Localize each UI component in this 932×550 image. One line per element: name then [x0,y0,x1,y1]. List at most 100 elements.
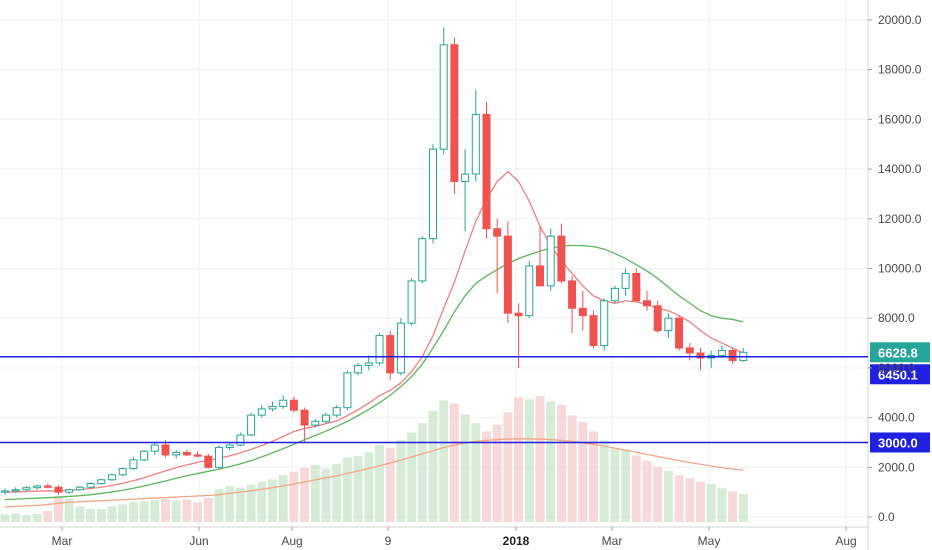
candle[interactable] [204,453,213,469]
candle[interactable] [643,290,651,311]
candle[interactable] [536,226,544,287]
candle[interactable] [525,261,534,319]
candle[interactable] [150,442,159,455]
volume-bar [171,500,181,522]
candle[interactable] [471,89,480,182]
candle[interactable] [65,488,74,494]
candle[interactable] [503,221,512,324]
candle[interactable] [129,457,138,470]
candle[interactable] [247,412,256,437]
candle[interactable] [653,300,662,334]
candle[interactable] [664,313,673,339]
candle[interactable] [118,467,127,477]
candle[interactable] [386,330,395,381]
candle-body [204,455,213,468]
candle[interactable] [354,362,363,376]
candle[interactable] [675,315,684,351]
candle[interactable] [439,27,448,155]
candle[interactable] [1,488,9,495]
candle[interactable] [193,451,202,458]
candle[interactable] [568,275,577,334]
candle[interactable] [236,432,245,447]
candle[interactable] [407,278,416,326]
candle[interactable] [215,444,223,469]
price-tick-label: 20000.0 [878,13,922,27]
candle[interactable] [75,485,84,491]
time-tick-label: 9 [385,534,392,548]
volume-bar [118,504,128,522]
candle[interactable] [11,487,20,493]
candle[interactable] [482,101,491,239]
horizontal-level-lines[interactable]: 6628.8 6450.1 3000.0 [0,342,930,453]
candlestick-series[interactable] [1,27,748,495]
candle[interactable] [268,401,277,412]
candle[interactable] [685,343,694,361]
candle[interactable] [739,348,748,362]
price-axis[interactable]: 20000.0 18000.0 16000.0 14000.0 12000.0 10000… [868,13,922,524]
price-label-6450.1[interactable]: 6450.1 [870,364,930,385]
candle[interactable] [375,333,384,366]
volume-bar [460,414,470,522]
time-axis[interactable]: Mar Jun Aug 9 2018 Mar May Aug [52,527,857,548]
candle[interactable] [108,473,116,482]
price-label-6628.8[interactable]: 6628.8 [870,342,930,363]
candle[interactable] [396,318,405,376]
candle-body [22,487,31,491]
candle[interactable] [450,37,459,194]
candle[interactable] [54,485,63,495]
volume-bar [428,410,438,522]
volume-bars [0,395,748,522]
time-tick-label: Mar [52,534,73,548]
candle-body [43,485,52,488]
candle[interactable] [343,370,352,411]
candle[interactable] [322,412,330,424]
candle[interactable] [546,228,555,291]
candle[interactable] [610,285,619,304]
candle[interactable] [364,355,373,371]
candle[interactable] [300,407,309,443]
candle[interactable] [621,268,630,296]
candle[interactable] [589,310,598,349]
candle[interactable] [632,268,641,302]
candle[interactable] [33,484,42,490]
volume-bar [492,424,502,522]
candle-body [429,148,437,240]
candle[interactable] [86,482,95,489]
candle-body [108,474,116,481]
candle[interactable] [311,418,320,428]
candle[interactable] [429,144,437,244]
candle[interactable] [493,218,502,294]
price-tick-label: 8000.0 [878,311,915,325]
candle[interactable] [557,223,566,284]
candle[interactable] [418,236,427,284]
candle[interactable] [578,290,587,331]
candle[interactable] [332,405,341,418]
candle-body [632,272,641,302]
candle[interactable] [257,405,266,418]
price-tick-label: 16000.0 [878,112,922,126]
price-label-3000.0[interactable]: 3000.0 [870,432,930,453]
candle[interactable] [97,478,106,485]
candle[interactable] [225,442,234,450]
candle[interactable] [172,449,181,459]
candle[interactable] [696,348,705,371]
candle[interactable] [140,449,149,462]
volume-bar [663,471,673,522]
candle-body [396,322,405,374]
candle[interactable] [289,396,298,413]
time-tick-label: 2018 [503,534,530,548]
candle[interactable] [279,395,288,409]
candle[interactable] [182,449,191,457]
volume-bar [257,481,267,522]
time-tick-label: May [698,534,721,548]
candle[interactable] [22,485,31,491]
candle[interactable] [600,298,609,351]
candle-body [364,362,373,366]
candle[interactable] [43,483,52,489]
volume-bar [631,455,641,522]
volume-bar [503,412,513,522]
candle[interactable] [461,149,470,232]
candle-body [407,280,416,324]
candle[interactable] [717,345,726,358]
